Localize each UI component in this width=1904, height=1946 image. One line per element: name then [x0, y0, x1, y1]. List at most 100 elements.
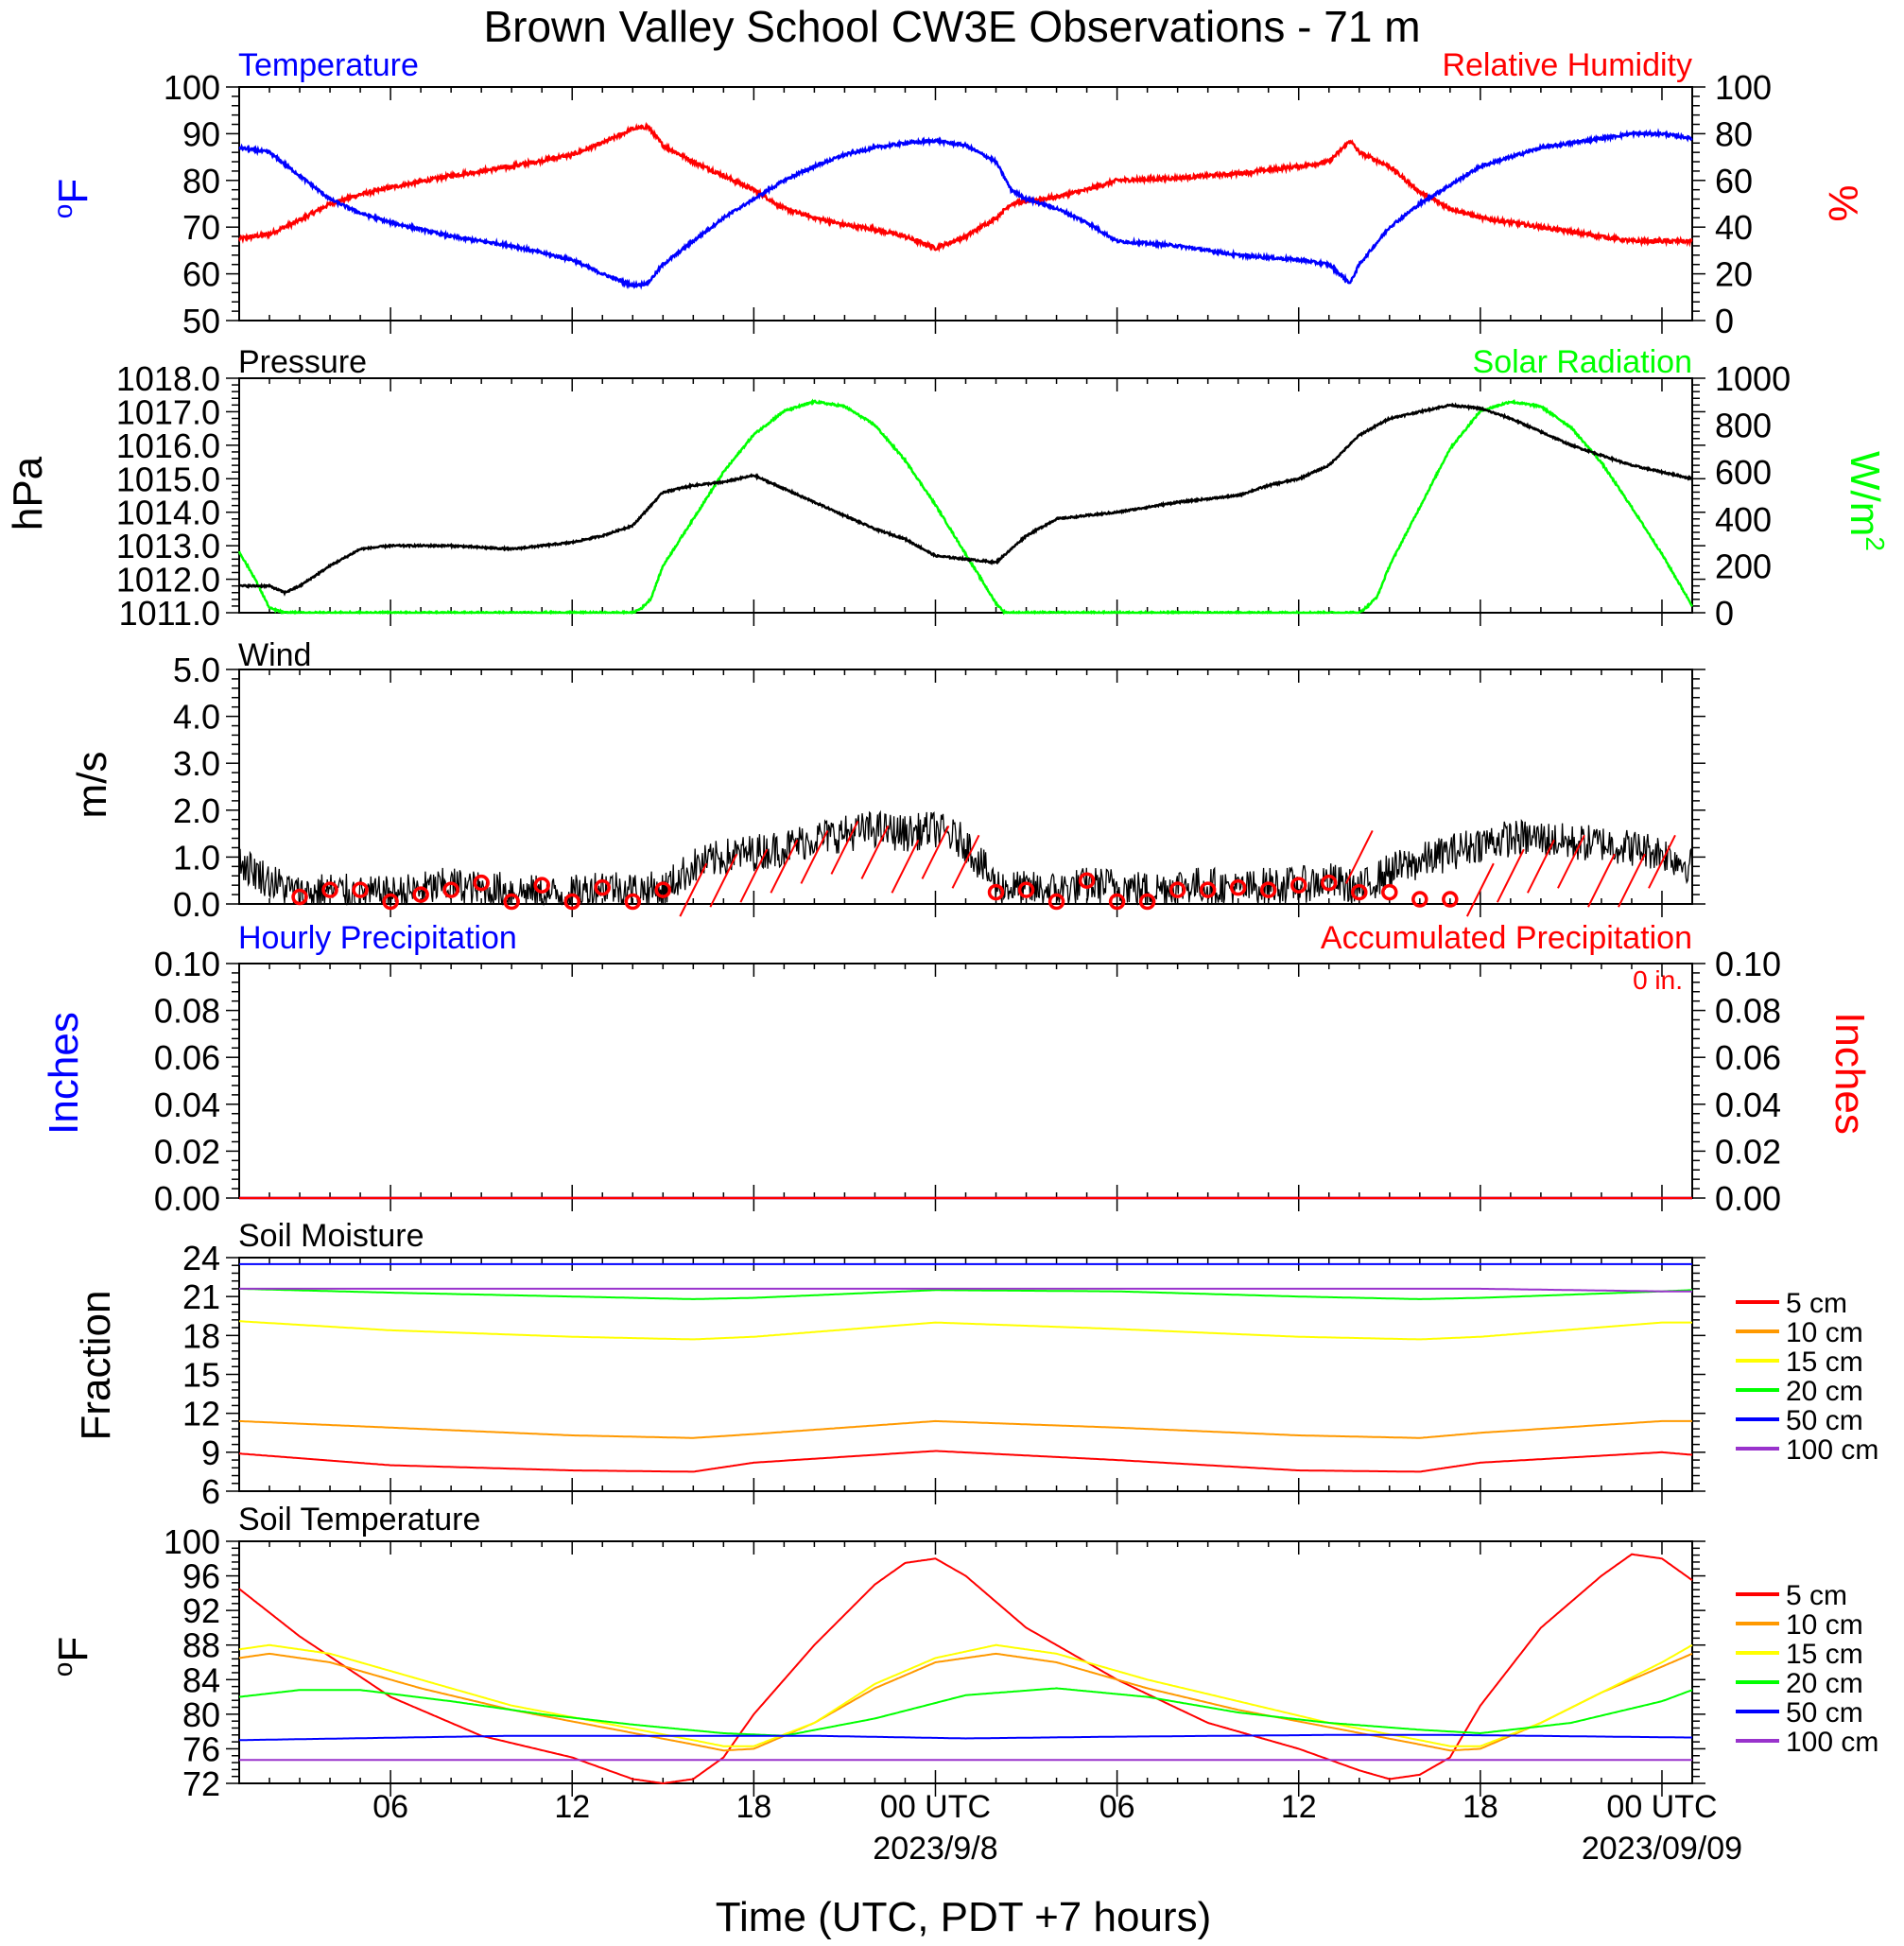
y-tick-label-left: 60: [182, 255, 220, 294]
accum-precip-label: Accumulated Precipitation: [1321, 920, 1692, 956]
temperature-humidity-panel: Temperature Relative Humidity oF % 100 90…: [48, 47, 1866, 340]
humidity-label: Relative Humidity: [1442, 47, 1692, 83]
legend-label: 15 cm: [1786, 1639, 1863, 1670]
legend-label: 5 cm: [1786, 1288, 1847, 1319]
y-tick-label-right: 0: [1715, 302, 1734, 340]
y-tick-label-right: 100: [1715, 68, 1772, 107]
x-tick-label: 06: [1099, 1789, 1135, 1825]
x-tick-label: 00 UTC: [1606, 1789, 1717, 1825]
calm-wind-marker: [1381, 883, 1398, 901]
soil-line-20cm: [238, 1287, 1693, 1300]
y-tick-label-right: 0: [1715, 594, 1734, 633]
calm-wind-marker: [1047, 893, 1065, 911]
y-tick-label-right: 0.10: [1715, 945, 1781, 983]
x-tick-label: 00 UTC: [880, 1789, 991, 1825]
calm-wind-marker: [563, 893, 580, 911]
y-tick-label-left: 0.08: [154, 992, 220, 1031]
y-tick-label-right: 60: [1715, 162, 1753, 200]
legend-label: 50 cm: [1786, 1405, 1863, 1436]
degree-superscript: o: [48, 204, 78, 219]
y-tick-label-left: 1012.0: [116, 561, 220, 599]
soil-line-15cm: [238, 1320, 1692, 1341]
legend-label: 50 cm: [1786, 1697, 1863, 1729]
calm-wind-marker: [473, 874, 490, 892]
legend-label: 15 cm: [1786, 1347, 1863, 1378]
wind-direction-barb: [1557, 834, 1585, 889]
y-tick-label-left: 0.0: [173, 885, 220, 924]
y-tick-label-left: 2.0: [173, 791, 220, 830]
x-tick-label: 18: [1463, 1789, 1498, 1825]
y-tick-label-right: 0.04: [1715, 1086, 1781, 1124]
y-tick-label-left: 0.10: [154, 945, 220, 983]
calm-wind-marker: [352, 881, 369, 898]
calm-wind-marker: [594, 878, 611, 896]
calm-wind-marker: [533, 877, 550, 894]
wind-direction-barb: [891, 839, 920, 894]
wind-panel: Wind m/s 5.0 4.0 3.0 2.0 1.0 0.0: [69, 637, 1705, 924]
figure-title: Brown Valley School CW3E Observations - …: [483, 2, 1420, 51]
wind-label: Wind: [238, 637, 311, 673]
y-tick-label-right: 80: [1715, 114, 1753, 153]
calm-wind-marker: [987, 883, 1005, 901]
calm-wind-marker: [624, 893, 642, 911]
wind-direction-barb: [951, 834, 980, 889]
y-tick-label-left: 100: [164, 68, 220, 107]
solar-radiation-line: [237, 398, 1694, 616]
y-tick-label-left: 72: [182, 1764, 220, 1803]
calm-wind-marker: [1259, 881, 1277, 898]
x-date-label: 2023/09/09: [1582, 1831, 1742, 1867]
solar-axis-label: W/m2: [1842, 451, 1890, 551]
y-tick-label-right: 200: [1715, 547, 1772, 585]
y-tick-label-left: 3.0: [173, 744, 220, 783]
y-tick-label-left: 18: [182, 1316, 220, 1355]
hourly-precip-axis-label: Inches: [41, 1012, 87, 1135]
y-tick-label-left: 92: [182, 1591, 220, 1630]
wind-direction-barb: [921, 825, 950, 879]
wind-axis-label: m/s: [69, 752, 115, 819]
y-tick-label-left: 76: [182, 1729, 220, 1768]
legend-label: 100 cm: [1786, 1727, 1878, 1758]
legend-label: 100 cm: [1786, 1434, 1878, 1466]
y-tick-label-right: 0.00: [1715, 1179, 1781, 1218]
y-tick-label-right: 600: [1715, 453, 1772, 492]
wind-direction-barb: [1344, 829, 1374, 884]
y-tick-label-left: 84: [182, 1660, 220, 1699]
y-tick-label-left: 80: [182, 162, 220, 200]
soil-line-10cm: [238, 1652, 1693, 1752]
y-tick-label-left: 1013.0: [116, 527, 220, 565]
y-tick-label-right: 0.02: [1715, 1132, 1781, 1171]
soil-line-100cm: [239, 1287, 1692, 1293]
wind-direction-barb: [1648, 834, 1676, 889]
legend-label: 20 cm: [1786, 1376, 1863, 1407]
y-tick-label-right: 1000: [1715, 359, 1791, 398]
soil-line-15cm: [238, 1643, 1693, 1747]
wind-direction-barb: [1496, 848, 1525, 903]
time-axis-label: Time (UTC, PDT +7 hours): [716, 1894, 1211, 1940]
wind-direction-barb: [1465, 862, 1495, 917]
wind-direction-barb: [709, 853, 738, 908]
legend-label: 5 cm: [1786, 1580, 1847, 1611]
calm-wind-marker: [1351, 883, 1368, 901]
wind-direction-barb: [770, 839, 799, 894]
legend-label: 10 cm: [1786, 1317, 1863, 1348]
calm-wind-marker: [1199, 881, 1217, 898]
y-tick-label-left: 24: [182, 1239, 220, 1277]
accum-precip-axis-label: Inches: [1826, 1012, 1873, 1135]
y-tick-label-left: 0.02: [154, 1132, 220, 1171]
y-tick-label-left: 0.06: [154, 1038, 220, 1077]
soil-line-20cm: [238, 1687, 1693, 1737]
y-tick-label-right: 400: [1715, 500, 1772, 539]
calm-wind-marker: [1321, 874, 1338, 892]
x-tick-label: 18: [736, 1789, 771, 1825]
calm-wind-marker: [291, 888, 308, 906]
temperature-axis-label: oF: [48, 179, 96, 218]
y-tick-label-left: 9: [201, 1433, 220, 1472]
squared-superscript: 2: [1861, 536, 1890, 551]
y-tick-label-left: 15: [182, 1356, 220, 1395]
y-tick-label-left: 96: [182, 1557, 220, 1596]
calm-wind-marker: [654, 881, 672, 898]
y-tick-label-left: 100: [164, 1522, 220, 1561]
